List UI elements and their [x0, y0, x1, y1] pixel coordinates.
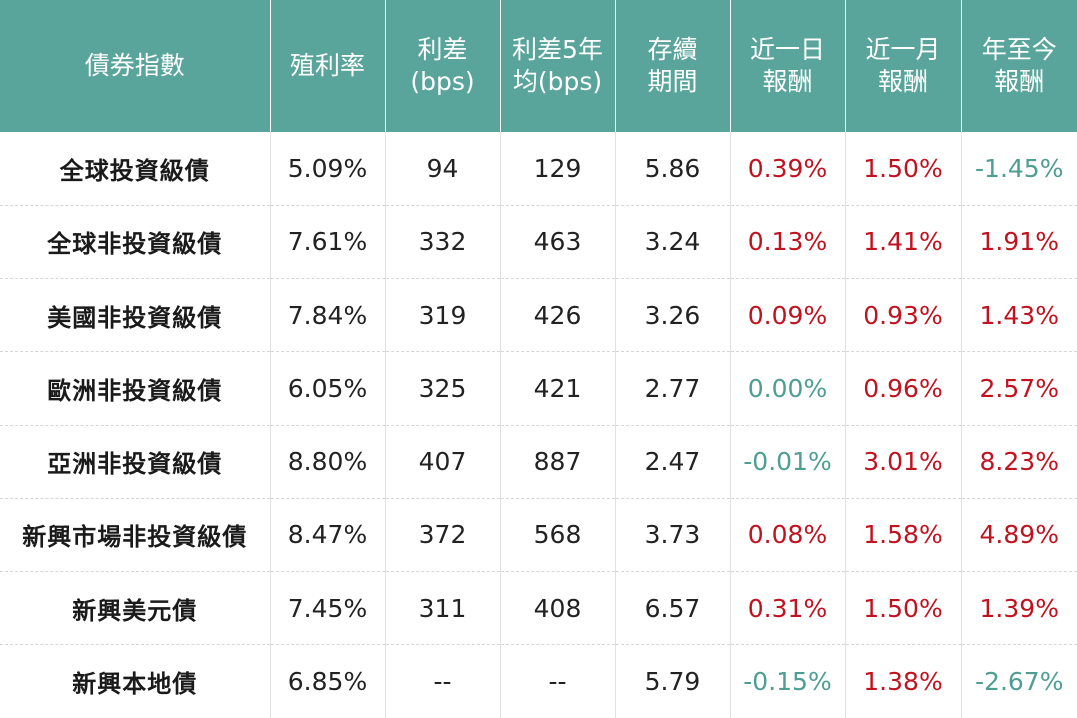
cell-1d-return: 0.39%	[730, 132, 846, 206]
cell-index-name: 新興美元債	[0, 571, 271, 646]
cell-spread: 407	[385, 425, 501, 499]
header-label-line: 利差5年	[512, 35, 603, 64]
cell-ytd-return: 1.91%	[961, 205, 1077, 280]
cell-yield: 5.09%	[270, 132, 386, 206]
cell-yield: 7.45%	[270, 571, 386, 646]
cell-index-name: 歐洲非投資級債	[0, 351, 271, 426]
cell-ytd-return: 4.89%	[961, 498, 1077, 573]
cell-spread: 94	[385, 132, 501, 206]
cell-yield: 8.80%	[270, 425, 386, 499]
cell-1m-return: 1.38%	[845, 644, 962, 718]
cell-yield: 7.84%	[270, 278, 386, 353]
header-label-line: 近一月	[865, 35, 941, 64]
header-1d-return: 近一日 報酬	[730, 0, 846, 132]
cell-1m-return: 1.50%	[845, 132, 962, 206]
cell-duration: 3.73	[615, 498, 731, 573]
cell-1d-return: 0.09%	[730, 278, 846, 353]
header-label-line: 均(bps)	[512, 67, 603, 96]
cell-index-name: 全球非投資級債	[0, 205, 271, 280]
header-label-line: 報酬	[762, 67, 813, 96]
cell-duration: 6.57	[615, 571, 731, 646]
cell-index-name: 全球投資級債	[0, 132, 271, 206]
cell-spread: --	[385, 644, 501, 718]
cell-1d-return: 0.08%	[730, 498, 846, 573]
header-ytd-return: 年至今 報酬	[961, 0, 1077, 132]
header-label-line: 存續	[647, 35, 698, 64]
cell-ytd-return: 2.57%	[961, 351, 1077, 426]
cell-ytd-return: 1.39%	[961, 571, 1077, 646]
cell-ytd-return: 8.23%	[961, 425, 1077, 499]
header-bond-index: 債券指數	[0, 0, 271, 132]
cell-1d-return: -0.15%	[730, 644, 846, 718]
cell-spread-5y-avg: 129	[500, 132, 616, 206]
cell-duration: 2.47	[615, 425, 731, 499]
cell-duration: 2.77	[615, 351, 731, 426]
cell-1m-return: 1.58%	[845, 498, 962, 573]
header-label-line: 殖利率	[289, 51, 365, 80]
cell-spread-5y-avg: 887	[500, 425, 616, 499]
table-body: 全球投資級債 5.09% 94 129 5.86 0.39% 1.50% -1.45% 全球非投…	[0, 132, 1077, 718]
cell-spread: 319	[385, 278, 501, 353]
table-row: 亞洲非投資級債 8.80% 407 887 2.47 -0.01% 3.01% 8.23%	[0, 425, 1077, 499]
header-label-line: 債券指數	[84, 51, 185, 80]
table-row: 新興本地債 6.85% -- -- 5.79 -0.15% 1.38% -2.67%	[0, 644, 1077, 718]
header-label-line: 年至今	[981, 35, 1057, 64]
cell-1d-return: 0.31%	[730, 571, 846, 646]
table-row: 新興市場非投資級債 8.47% 372 568 3.73 0.08% 1.58% 4.89%	[0, 498, 1077, 573]
cell-index-name: 美國非投資級債	[0, 278, 271, 353]
cell-1m-return: 3.01%	[845, 425, 962, 499]
table-row: 美國非投資級債 7.84% 319 426 3.26 0.09% 0.93% 1.43%	[0, 278, 1077, 353]
cell-duration: 5.79	[615, 644, 731, 718]
table-row: 全球非投資級債 7.61% 332 463 3.24 0.13% 1.41% 1.91%	[0, 205, 1077, 280]
cell-index-name: 亞洲非投資級債	[0, 425, 271, 499]
cell-spread-5y-avg: --	[500, 644, 616, 718]
table-row: 歐洲非投資級債 6.05% 325 421 2.77 0.00% 0.96% 2.57%	[0, 351, 1077, 426]
cell-1d-return: -0.01%	[730, 425, 846, 499]
cell-spread-5y-avg: 426	[500, 278, 616, 353]
header-label-line: 報酬	[877, 67, 928, 96]
cell-index-name: 新興市場非投資級債	[0, 498, 271, 573]
header-label-line: 報酬	[994, 67, 1045, 96]
cell-1m-return: 1.41%	[845, 205, 962, 280]
cell-1d-return: 0.00%	[730, 351, 846, 426]
header-spread: 利差 (bps)	[385, 0, 501, 132]
cell-spread: 325	[385, 351, 501, 426]
cell-yield: 7.61%	[270, 205, 386, 280]
cell-duration: 3.26	[615, 278, 731, 353]
header-label-line: 利差	[417, 35, 468, 64]
cell-ytd-return: -1.45%	[961, 132, 1077, 206]
cell-spread-5y-avg: 463	[500, 205, 616, 280]
cell-yield: 6.85%	[270, 644, 386, 718]
cell-ytd-return: 1.43%	[961, 278, 1077, 353]
cell-spread-5y-avg: 408	[500, 571, 616, 646]
cell-spread: 332	[385, 205, 501, 280]
header-row: 債券指數 殖利率 利差 (bps) 利差5年 均(bps) 存續 期間 近一日 報酬 近一月 報酬 年至…	[0, 0, 1077, 132]
header-label-line: 近一日	[749, 35, 825, 64]
table-header: 債券指數 殖利率 利差 (bps) 利差5年 均(bps) 存續 期間 近一日 報酬 近一月 報酬 年至…	[0, 0, 1077, 132]
cell-spread: 372	[385, 498, 501, 573]
table-row: 全球投資級債 5.09% 94 129 5.86 0.39% 1.50% -1.45%	[0, 132, 1077, 206]
cell-1m-return: 1.50%	[845, 571, 962, 646]
cell-index-name: 新興本地債	[0, 644, 271, 718]
cell-1d-return: 0.13%	[730, 205, 846, 280]
cell-duration: 5.86	[615, 132, 731, 206]
cell-1m-return: 0.93%	[845, 278, 962, 353]
header-duration: 存續 期間	[615, 0, 731, 132]
cell-1m-return: 0.96%	[845, 351, 962, 426]
cell-spread: 311	[385, 571, 501, 646]
header-spread-5y-avg: 利差5年均(bps)	[500, 0, 616, 132]
cell-yield: 8.47%	[270, 498, 386, 573]
header-yield: 殖利率	[270, 0, 386, 132]
header-1m-return: 近一月 報酬	[845, 0, 962, 132]
cell-yield: 6.05%	[270, 351, 386, 426]
cell-spread-5y-avg: 421	[500, 351, 616, 426]
header-label-line: (bps)	[410, 67, 475, 96]
table-row: 新興美元債 7.45% 311 408 6.57 0.31% 1.50% 1.39%	[0, 571, 1077, 646]
cell-ytd-return: -2.67%	[975, 667, 1064, 697]
cell-duration: 3.24	[615, 205, 731, 280]
cell-spread-5y-avg: 568	[500, 498, 616, 573]
header-label-line: 期間	[647, 67, 698, 96]
